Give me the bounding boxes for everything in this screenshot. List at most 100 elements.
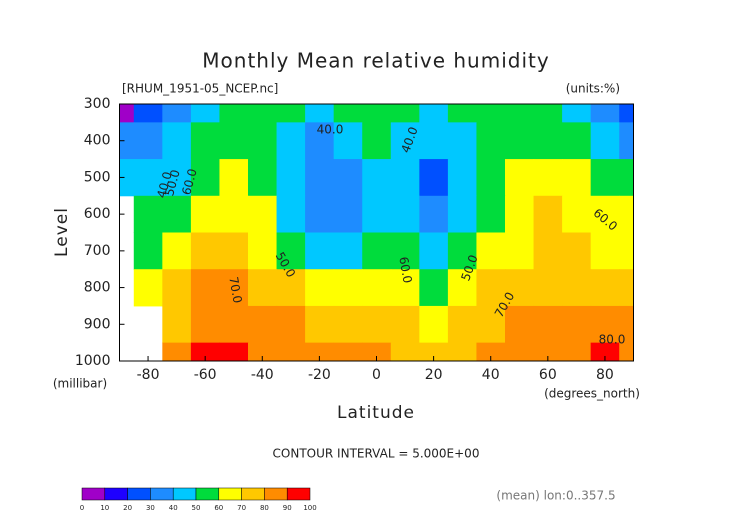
field-cell — [505, 305, 535, 344]
field-cell — [533, 104, 563, 123]
chart-title: Monthly Mean relative humidity — [202, 49, 549, 73]
y-tick-label: 700 — [84, 243, 111, 259]
field-cell — [562, 342, 592, 362]
field-cell — [447, 232, 477, 270]
field-cell — [276, 195, 306, 233]
x-tick-label: -20 — [308, 367, 331, 383]
field-cell — [362, 159, 392, 197]
field-cell — [219, 269, 249, 307]
y-tick-label: 400 — [84, 133, 111, 149]
field-cell — [248, 342, 278, 362]
field-cell — [390, 159, 420, 197]
field-cell — [619, 122, 634, 160]
contour-label: 80.0 — [599, 333, 626, 347]
x-axis-unit: (degrees_north) — [544, 387, 640, 401]
file-label: [RHUM_1951-05_NCEP.nc] — [122, 82, 278, 96]
field-cell — [333, 195, 363, 233]
field-cell — [590, 195, 620, 233]
colorbar-swatch — [264, 487, 288, 501]
contour-label: 60.0 — [179, 167, 199, 196]
x-axis-title: Latitude — [337, 403, 415, 423]
x-tick-label: -80 — [137, 367, 160, 383]
field-cell — [590, 232, 620, 270]
field-cell — [133, 122, 163, 160]
y-tick-label: 800 — [84, 280, 111, 296]
field-cell — [505, 269, 535, 307]
field-cell — [447, 159, 477, 197]
field-cell — [590, 305, 620, 344]
field-cell — [219, 104, 249, 123]
field-cell — [305, 122, 335, 160]
field-cell — [190, 195, 220, 233]
field-cell — [419, 305, 449, 344]
colorbar-label: 50 — [192, 504, 201, 512]
field-cell — [333, 104, 363, 123]
field-cell — [562, 104, 592, 123]
field-cell — [362, 269, 392, 307]
field-cell — [390, 195, 420, 233]
field-cell — [276, 104, 306, 123]
colorbar-label: 40 — [169, 504, 178, 512]
field-cell — [533, 342, 563, 362]
field-cell — [390, 232, 420, 270]
mean-note: (mean) lon:0..357.5 — [496, 489, 615, 503]
field-cell — [190, 104, 220, 123]
field-cell — [276, 159, 306, 197]
field-cell — [562, 269, 592, 307]
field-cell — [190, 159, 220, 197]
field-cell — [305, 305, 335, 344]
field-cell — [419, 159, 449, 197]
field-cell — [390, 122, 420, 160]
contour-label: 40.0 — [317, 123, 344, 137]
field-cell — [619, 342, 634, 362]
field-cell — [305, 195, 335, 233]
field-cell — [133, 104, 163, 123]
colorbar-swatch — [127, 487, 151, 501]
field-cell — [333, 159, 363, 197]
field-cell — [248, 269, 278, 307]
field-cell — [305, 232, 335, 270]
field-cell — [248, 122, 278, 160]
field-cell — [119, 122, 135, 160]
field-cell — [619, 269, 634, 307]
field-cell — [533, 159, 563, 197]
field-cell — [133, 195, 163, 233]
field-cell — [362, 305, 392, 344]
field-cell — [333, 232, 363, 270]
field-cell — [533, 232, 563, 270]
units-label: (units:%) — [566, 82, 620, 96]
field-cell — [190, 232, 220, 270]
field-cell — [447, 122, 477, 160]
field-cell — [590, 104, 620, 123]
field-cell — [505, 122, 535, 160]
field-cell — [390, 269, 420, 307]
field-cell — [419, 342, 449, 362]
colorbar-swatch — [241, 487, 265, 501]
field-cell — [162, 122, 192, 160]
field-cell — [248, 195, 278, 233]
field-cell — [562, 305, 592, 344]
x-tick-label: 0 — [372, 367, 381, 383]
field-cell — [119, 104, 135, 123]
field-cell — [476, 122, 506, 160]
colorbar-label: 100 — [303, 504, 316, 512]
colorbar-label: 0 — [80, 504, 84, 512]
field-cell — [219, 122, 249, 160]
field-cell — [590, 342, 620, 362]
field-cell — [505, 159, 535, 197]
field-cell — [333, 122, 363, 160]
field-cell — [362, 232, 392, 270]
field-cell — [419, 104, 449, 123]
field-cell — [419, 195, 449, 233]
field-cell — [476, 342, 506, 362]
x-tick-label: 20 — [425, 367, 443, 383]
contour-label: 40.0 — [154, 170, 174, 199]
field-cell — [619, 195, 634, 233]
field-cell — [447, 195, 477, 233]
field-cell — [590, 122, 620, 160]
x-tick-label: -60 — [194, 367, 217, 383]
field-cell — [119, 159, 135, 197]
contour-label: 50.0 — [162, 168, 182, 197]
field-cell — [333, 342, 363, 362]
colorbar-swatch — [150, 487, 174, 501]
